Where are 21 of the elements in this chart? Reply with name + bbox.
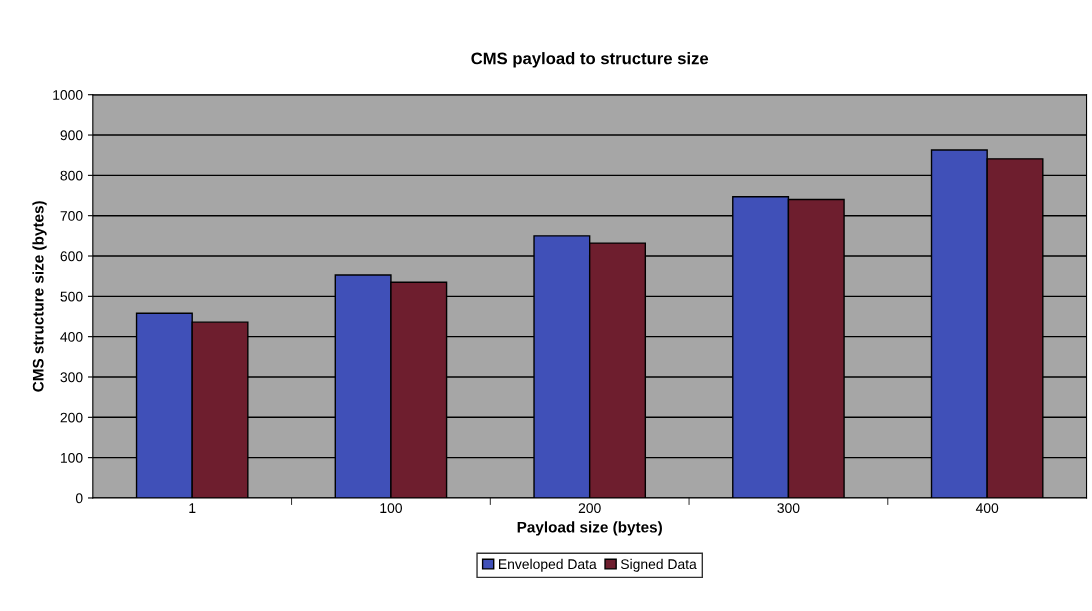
y-axis-title: CMS structure size (bytes): [32, 201, 47, 392]
y-tick-label: 1000: [53, 90, 83, 100]
y-tick-label: 0: [75, 493, 83, 504]
x-tick-label: 200: [578, 503, 601, 514]
y-tick-label: 600: [60, 251, 83, 262]
x-tick-label: 300: [777, 503, 800, 514]
y-tick-label: 900: [60, 130, 83, 141]
y-tick-label: 800: [60, 170, 83, 181]
chart-title: CMS payload to structure size: [471, 52, 709, 68]
x-axis-title: Payload size (bytes): [517, 521, 662, 536]
x-tick-label: 1: [189, 503, 196, 513]
x-tick-label: 100: [380, 503, 402, 514]
y-tick-label: 700: [60, 211, 83, 221]
y-tick-label: 300: [60, 372, 83, 383]
y-tick-label: 500: [60, 291, 83, 302]
y-tick-label: 100: [60, 452, 83, 463]
legend-label: Enveloped Data: [499, 558, 597, 572]
y-tick-label: 200: [60, 412, 83, 423]
legend-label: Signed Data: [620, 558, 697, 572]
y-tick-label: 400: [60, 332, 83, 342]
x-tick-label: 400: [975, 503, 999, 514]
